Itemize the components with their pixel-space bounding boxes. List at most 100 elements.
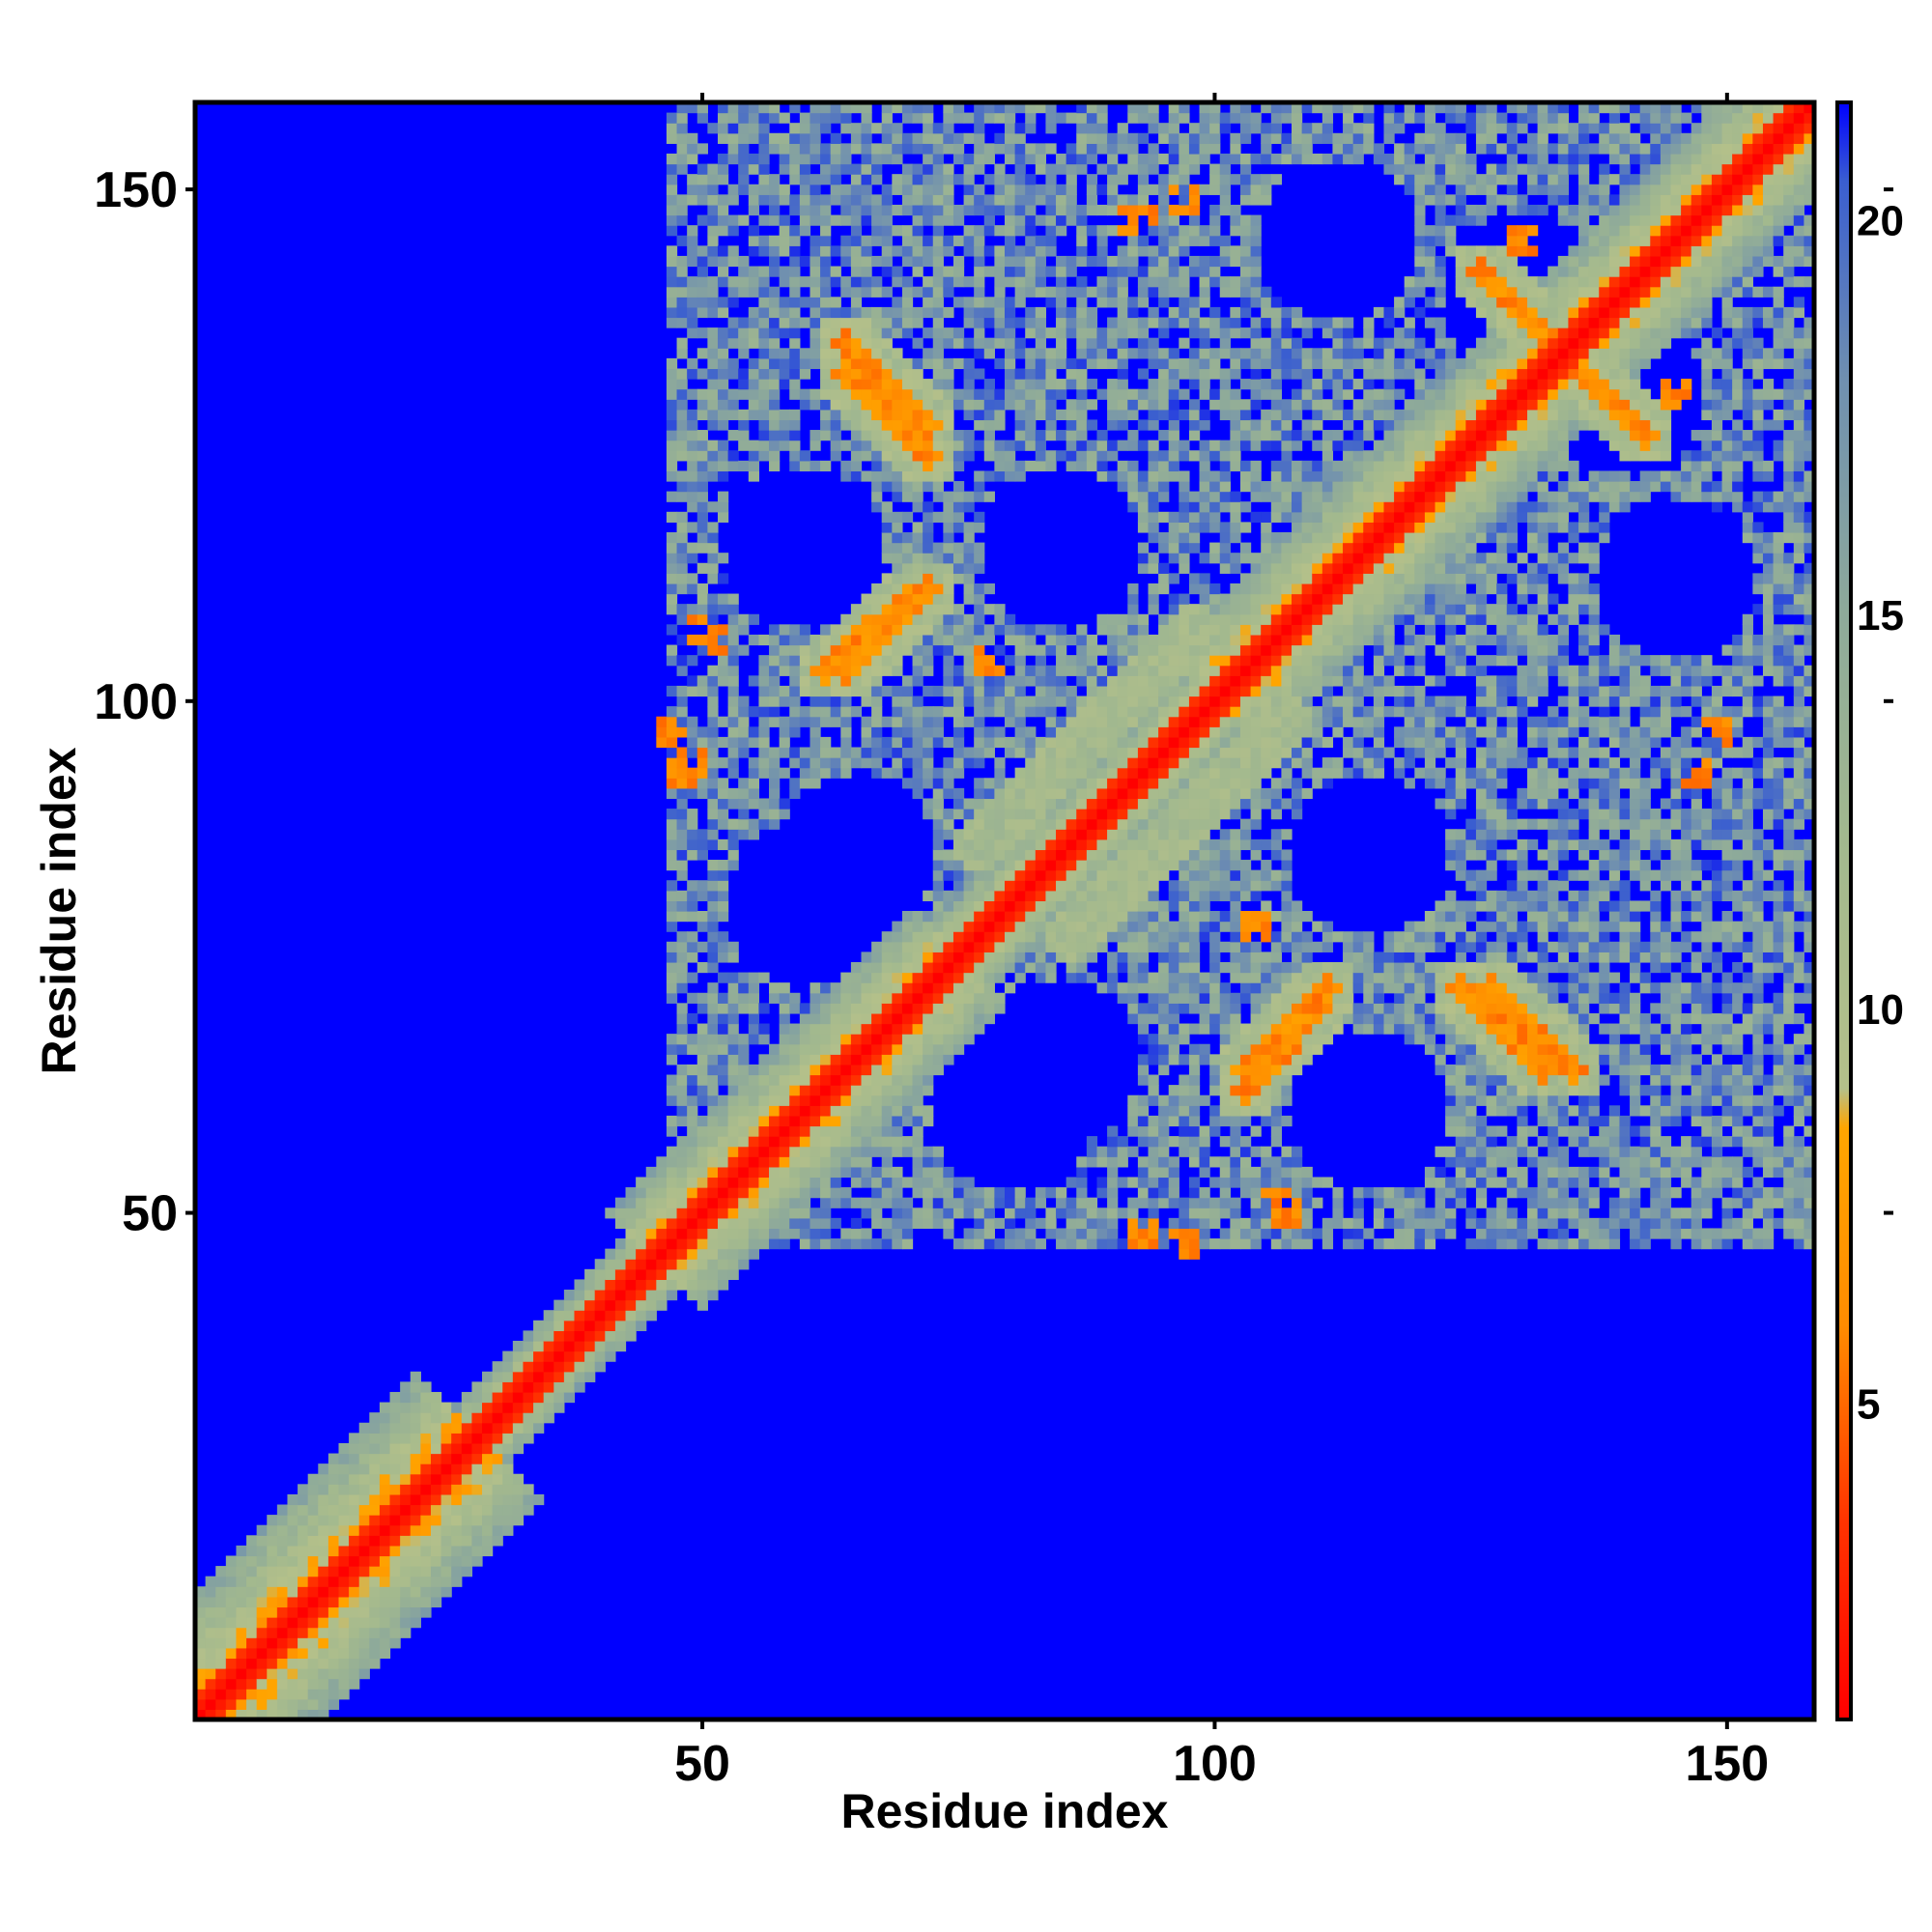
heatmap-cell [369,1545,381,1557]
heatmap-cell [1107,961,1119,974]
heatmap-cell [748,1012,760,1025]
heatmap-cell [687,809,698,820]
heatmap-cell [758,706,770,718]
heatmap-cell [748,388,760,400]
heatmap-cell [369,1484,381,1495]
heatmap-cell [912,767,923,779]
heatmap-cell [461,1412,473,1424]
heatmap-cell [400,1442,412,1455]
heatmap-cell [943,582,954,595]
heatmap-cell [912,992,923,1004]
heatmap-cell [932,798,944,810]
heatmap-cell [748,1034,760,1045]
heatmap-cell [1127,1012,1139,1025]
heatmap-cell [318,1524,329,1536]
heatmap-cell [420,1566,432,1577]
heatmap-cell [952,675,965,687]
heatmap-cell [861,1146,872,1157]
heatmap-cell [850,1146,863,1157]
heatmap-cell [1005,1228,1016,1239]
heatmap-cell [1056,809,1067,820]
heatmap-cell [676,1279,688,1291]
heatmap-cell [625,1290,637,1301]
heatmap-cell [298,1647,309,1660]
heatmap-cell [994,880,1006,892]
heatmap-cell [696,1043,708,1055]
heatmap-cell [974,317,985,328]
heatmap-cell [963,880,975,892]
heatmap-cell [963,757,975,769]
heatmap-cell [799,174,811,185]
heatmap-cell [1158,470,1170,482]
heatmap-cell [1014,184,1026,195]
heatmap-cell [738,266,750,277]
heatmap-cell [861,972,872,983]
heatmap-cell [738,1115,750,1127]
heatmap-cell [923,450,934,462]
heatmap-cell [1025,255,1037,268]
heatmap-cell [358,1484,370,1495]
heatmap-cell [923,297,934,308]
heatmap-cell [912,1054,923,1065]
heatmap-cell [1025,327,1037,339]
heatmap-cell [482,1391,494,1404]
heatmap-cell [892,491,903,502]
heatmap-cell [974,941,985,952]
heatmap-cell [1158,1238,1170,1250]
heatmap-cell [440,1555,452,1567]
heatmap-cell [779,1177,790,1188]
heatmap-cell [1158,685,1170,697]
heatmap-cell [881,522,893,533]
heatmap-cell [358,1637,370,1649]
heatmap-cell [850,276,863,288]
heatmap-cell [738,1074,750,1086]
heatmap-cell [410,1566,421,1577]
heatmap-cell [1199,266,1210,277]
heatmap-cell [1096,204,1108,216]
heatmap-cell [923,573,934,584]
heatmap-cell [707,1094,719,1106]
heatmap-cell [912,460,923,472]
heatmap-cell [850,972,863,983]
heatmap-cell [789,644,801,656]
heatmap-cell [932,235,944,246]
heatmap-cell [666,399,678,411]
heatmap-cell [1168,399,1179,411]
heatmap-cell [963,357,975,370]
heatmap-cell [912,726,923,738]
heatmap-cell [983,204,995,216]
heatmap-cell [1045,460,1057,472]
heatmap-cell [1025,1217,1037,1230]
heatmap-cell [943,757,954,769]
heatmap-cell [983,982,995,994]
heatmap-cell [523,1412,534,1424]
heatmap-cell [1179,593,1190,605]
heatmap-cell [1025,747,1037,758]
heatmap-cell [1137,419,1150,431]
heatmap-cell [1035,450,1047,462]
heatmap-cell [974,419,985,431]
heatmap-cell [892,225,903,237]
heatmap-cell [871,982,883,994]
heatmap-cell [584,1279,596,1291]
heatmap-cell [717,388,729,400]
heatmap-cell [707,1043,719,1055]
heatmap-cell [799,1146,811,1157]
heatmap-cell [840,1115,852,1127]
heatmap-cell [1107,767,1119,779]
heatmap-cell [892,1238,903,1250]
heatmap-cell [584,1290,596,1301]
heatmap-cell [820,1208,832,1219]
heatmap-cell [666,163,678,175]
heatmap-cell [769,450,781,462]
heatmap-cell [349,1484,360,1495]
heatmap-cell [707,1085,719,1096]
heatmap-cell [1117,357,1128,370]
heatmap-cell [748,409,760,421]
heatmap-cell [952,174,965,185]
heatmap-cell [1127,726,1139,738]
heatmap-cell [758,143,770,155]
heatmap-cell [666,860,678,871]
heatmap-cell [1117,132,1128,144]
heatmap-cell [871,624,883,636]
